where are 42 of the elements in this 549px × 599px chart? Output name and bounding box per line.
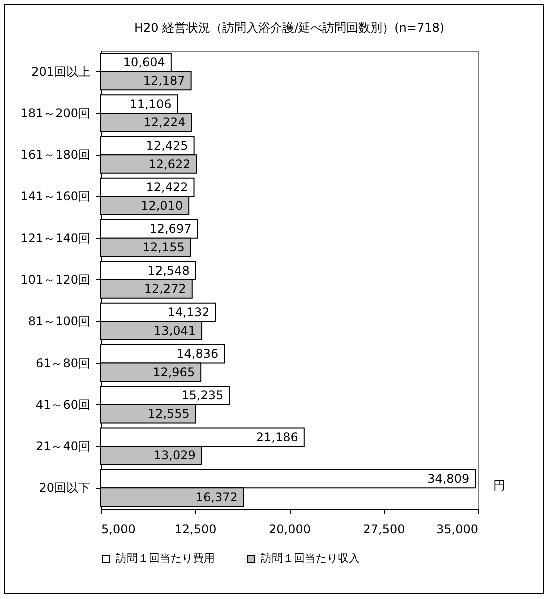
y-tick-label: 81～100回 [28,314,90,329]
y-tick-label: 121～140回 [20,231,90,246]
x-tick-label: 35,000 [436,522,478,536]
data-label: 14,836 [176,347,219,362]
y-tick-label: 61～80回 [36,356,90,370]
data-label: 15,235 [182,388,224,403]
x-tick-label: 12,500 [174,522,217,536]
data-label: 14,132 [168,305,210,320]
y-tick-label: 21～40回 [36,440,90,454]
data-label: 12,548 [148,264,190,278]
data-label: 12,422 [146,180,188,195]
y-tick-label: 201回以上 [32,64,90,79]
data-label: 10,604 [123,56,166,70]
chart-title: H20 経営状況（訪問入浴介護/延べ訪問回数別）(n=718) [134,21,445,35]
data-label: 13,041 [154,324,196,338]
data-label: 16,372 [196,490,238,504]
data-label: 12,272 [144,282,186,296]
data-label: 12,555 [148,407,190,422]
y-tick-label: 41～60回 [36,398,90,412]
data-label: 13,029 [154,448,196,463]
x-tick-label: 5,000 [102,522,136,536]
legend-label: 訪問１回当たり収入 [261,552,360,565]
data-label: 12,224 [144,116,186,130]
y-tick-label: 161～180回 [20,148,90,162]
data-label: 12,425 [146,138,188,153]
legend-label: 訪問１回当たり費用 [116,552,215,565]
y-tick-label: 20回以下 [39,481,90,496]
y-tick-label: 141～160回 [20,190,90,204]
data-label: 12,965 [153,365,196,380]
data-label: 12,155 [142,240,185,255]
y-tick-label: 181～200回 [20,106,90,120]
data-label: 21,186 [256,430,298,444]
data-label: 12,187 [143,74,186,88]
data-label: 12,010 [141,198,184,213]
x-tick-label: 27,500 [363,522,406,536]
x-axis-title: 円 [494,478,506,492]
data-label: 12,697 [150,222,192,236]
data-label: 12,622 [148,157,191,172]
y-tick-label: 101～120回 [20,273,90,287]
x-tick-label: 20,000 [269,522,311,536]
data-label: 11,106 [130,97,172,112]
data-label: 34,809 [428,472,470,486]
